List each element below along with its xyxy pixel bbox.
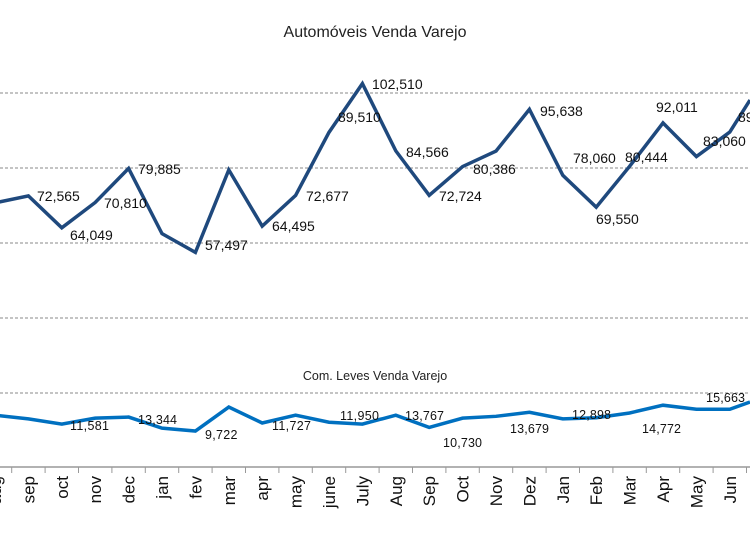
data-label: 79,885 [138,161,181,177]
x-tick-label: Feb [587,476,606,505]
data-label: 12,898 [572,408,611,422]
data-label: 15,663 [706,391,745,405]
data-label: 78,060 [573,150,616,166]
data-label: 89 [738,109,750,125]
data-label: 69,550 [596,211,639,227]
x-tick-label: Aug [387,476,406,506]
data-label: 70,810 [104,195,147,211]
x-tick-label: jan [153,476,172,500]
x-tick-label: Mar [621,476,640,506]
data-label: 11,727 [272,419,311,433]
x-tick-label: dec [120,476,139,504]
series-line-com-leves [0,400,750,433]
data-label: 72,724 [439,188,482,204]
x-tick-label: Oct [454,476,473,503]
data-label: 72,565 [37,188,80,204]
data-label: 57,497 [205,237,248,253]
series-line-automoveis [0,80,750,255]
x-tick-label: Nov [487,476,506,507]
x-tick-label: July [353,476,372,507]
x-tick-label: aug [0,476,5,504]
data-label: 89,510 [338,109,381,125]
x-tick-label: May [687,476,706,509]
x-tick-label: Dez [520,476,539,506]
x-tick-label: Jan [554,476,573,503]
data-label: 92,011 [656,99,698,115]
data-label: 11,950 [340,409,379,423]
x-tick-label: oct [53,476,72,499]
x-tick-label: sep [19,476,38,503]
data-label: 72,677 [306,188,349,204]
data-label: 13,767 [405,409,444,423]
data-label: 14,772 [642,422,681,436]
x-tick-label: fev [186,476,205,499]
data-label: 13,679 [510,422,549,436]
chart-title-com-leves: Com. Leves Venda Varejo [303,369,447,383]
x-tick-label: Sep [420,476,439,506]
data-label: 64,495 [272,218,315,234]
data-label: 11,581 [70,419,109,433]
x-tick-label: Apr [654,476,673,503]
data-label: 80,386 [473,161,516,177]
x-tick-label: apr [253,476,272,501]
data-label: 10,730 [443,436,482,450]
data-label: 80,444 [625,149,668,165]
data-label: 9,722 [205,428,238,442]
data-label: 102,510 [372,76,423,92]
data-label: 84,566 [406,144,449,160]
x-tick-label: june [320,476,339,509]
data-label: 13,344 [138,413,177,427]
data-label: 95,638 [540,103,583,119]
data-label: 64,049 [70,227,113,243]
x-tick-label: mar [220,476,239,506]
x-tick-label: nov [86,476,105,504]
x-tick-label: may [287,476,306,509]
x-tick-label: Jun [721,476,740,503]
data-label: 83,060 [703,133,746,149]
chart-title-automoveis: Automóveis Venda Varejo [284,24,467,41]
